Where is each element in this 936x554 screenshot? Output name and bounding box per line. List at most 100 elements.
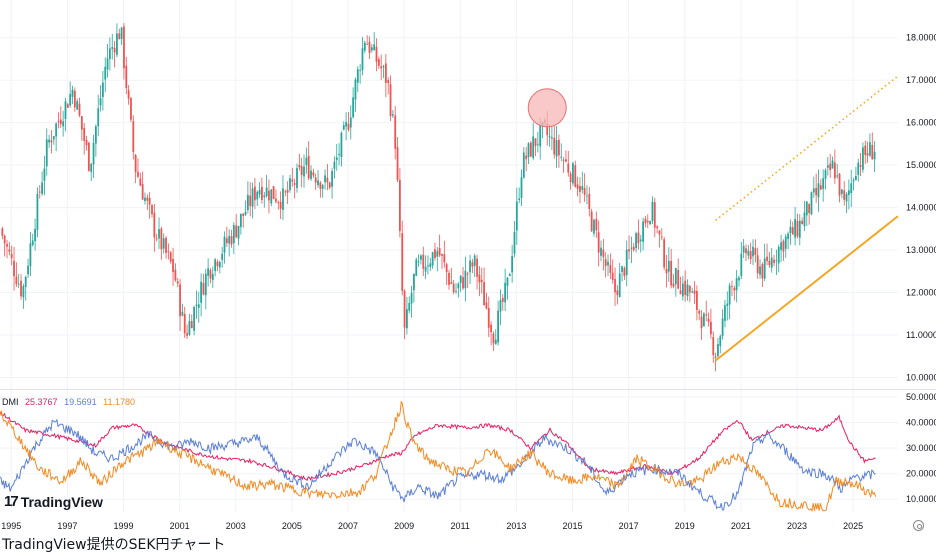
candle	[123, 23, 125, 80]
candle	[768, 251, 771, 268]
candle	[59, 106, 62, 128]
candle	[672, 273, 675, 289]
candle	[43, 155, 46, 196]
dmi-pane	[0, 401, 877, 513]
candle	[674, 267, 677, 297]
candle	[752, 239, 754, 266]
candle	[562, 157, 565, 173]
candle	[92, 134, 95, 178]
candle	[866, 141, 869, 163]
candle	[298, 153, 301, 171]
candle	[361, 36, 364, 76]
candle	[637, 219, 640, 250]
time-tick-label: 2017	[619, 521, 639, 531]
candle	[415, 257, 418, 277]
candle	[791, 221, 794, 235]
candle	[536, 131, 539, 153]
candle	[586, 185, 588, 205]
candle	[754, 239, 757, 263]
candle	[518, 187, 521, 204]
candle	[275, 189, 277, 204]
time-tick-label: 2021	[731, 521, 751, 531]
candle	[436, 247, 439, 272]
settings-gear-icon[interactable]	[913, 520, 924, 531]
candle	[782, 239, 785, 261]
dmi-legend-plus: 25.3767	[25, 397, 58, 407]
candle	[558, 134, 560, 168]
candle	[663, 237, 666, 271]
candle	[113, 40, 116, 68]
candle	[413, 273, 415, 303]
candle	[221, 246, 224, 268]
candle	[22, 283, 25, 309]
candle	[181, 303, 184, 317]
price-tick-label: 11.0000	[906, 330, 936, 340]
candle	[602, 239, 605, 271]
candle	[712, 331, 715, 363]
time-tick-label: 2023	[787, 521, 807, 531]
candle	[366, 35, 369, 45]
dmi-tick-label: 20.0000	[906, 469, 936, 479]
candle	[127, 85, 130, 105]
time-tick-label: 2025	[843, 521, 863, 531]
candle	[836, 163, 839, 179]
candle	[303, 154, 305, 188]
candle	[410, 285, 413, 318]
tradingview-logo[interactable]: 17 TradingView	[4, 493, 103, 510]
candle	[251, 182, 254, 219]
candle	[193, 305, 195, 336]
candle	[742, 238, 745, 259]
candle	[852, 177, 855, 191]
candle	[532, 122, 535, 161]
candle	[635, 231, 637, 253]
candle	[417, 254, 420, 267]
candle	[749, 242, 752, 264]
dmi-minus-line	[0, 418, 876, 511]
candle	[700, 310, 703, 340]
candle	[314, 173, 317, 190]
candle	[490, 321, 492, 346]
candle	[424, 255, 427, 279]
candle	[87, 141, 90, 172]
candle	[565, 150, 567, 163]
candle	[553, 126, 556, 159]
candle	[780, 234, 782, 262]
candle	[581, 171, 584, 194]
candle	[134, 154, 137, 184]
time-tick-label: 2011	[451, 521, 470, 531]
candle	[492, 331, 495, 351]
price-tick-label: 18.0000	[906, 33, 936, 43]
candle	[789, 219, 792, 245]
candle	[254, 178, 256, 210]
candle	[45, 128, 48, 176]
chart-caption: TradingView提供のSEK円チャート	[2, 537, 226, 553]
candle	[476, 254, 478, 290]
candle	[787, 231, 789, 250]
candle	[137, 158, 139, 179]
price-axis: 10.0000 11.0000 12.0000 13.0000 14.0000 15.00…	[906, 33, 936, 383]
dmi-legend-minus: 19.5691	[64, 397, 97, 407]
candle	[801, 217, 804, 225]
candle	[377, 56, 380, 69]
candle	[855, 166, 857, 181]
candle	[721, 309, 724, 340]
candle	[550, 125, 553, 150]
candle	[321, 183, 324, 198]
candle	[90, 163, 93, 181]
dmi-legend-name: DMI	[2, 397, 19, 407]
candle	[153, 204, 156, 252]
candle	[462, 266, 464, 291]
candle	[340, 131, 343, 167]
candle	[408, 296, 411, 314]
candle	[328, 181, 331, 190]
candle	[24, 275, 27, 301]
candle	[359, 63, 362, 84]
candle	[471, 258, 474, 273]
candle	[249, 182, 252, 217]
candle	[104, 57, 107, 92]
candle	[607, 254, 609, 276]
candle	[29, 232, 32, 276]
candle	[826, 157, 829, 176]
candle	[833, 149, 836, 184]
